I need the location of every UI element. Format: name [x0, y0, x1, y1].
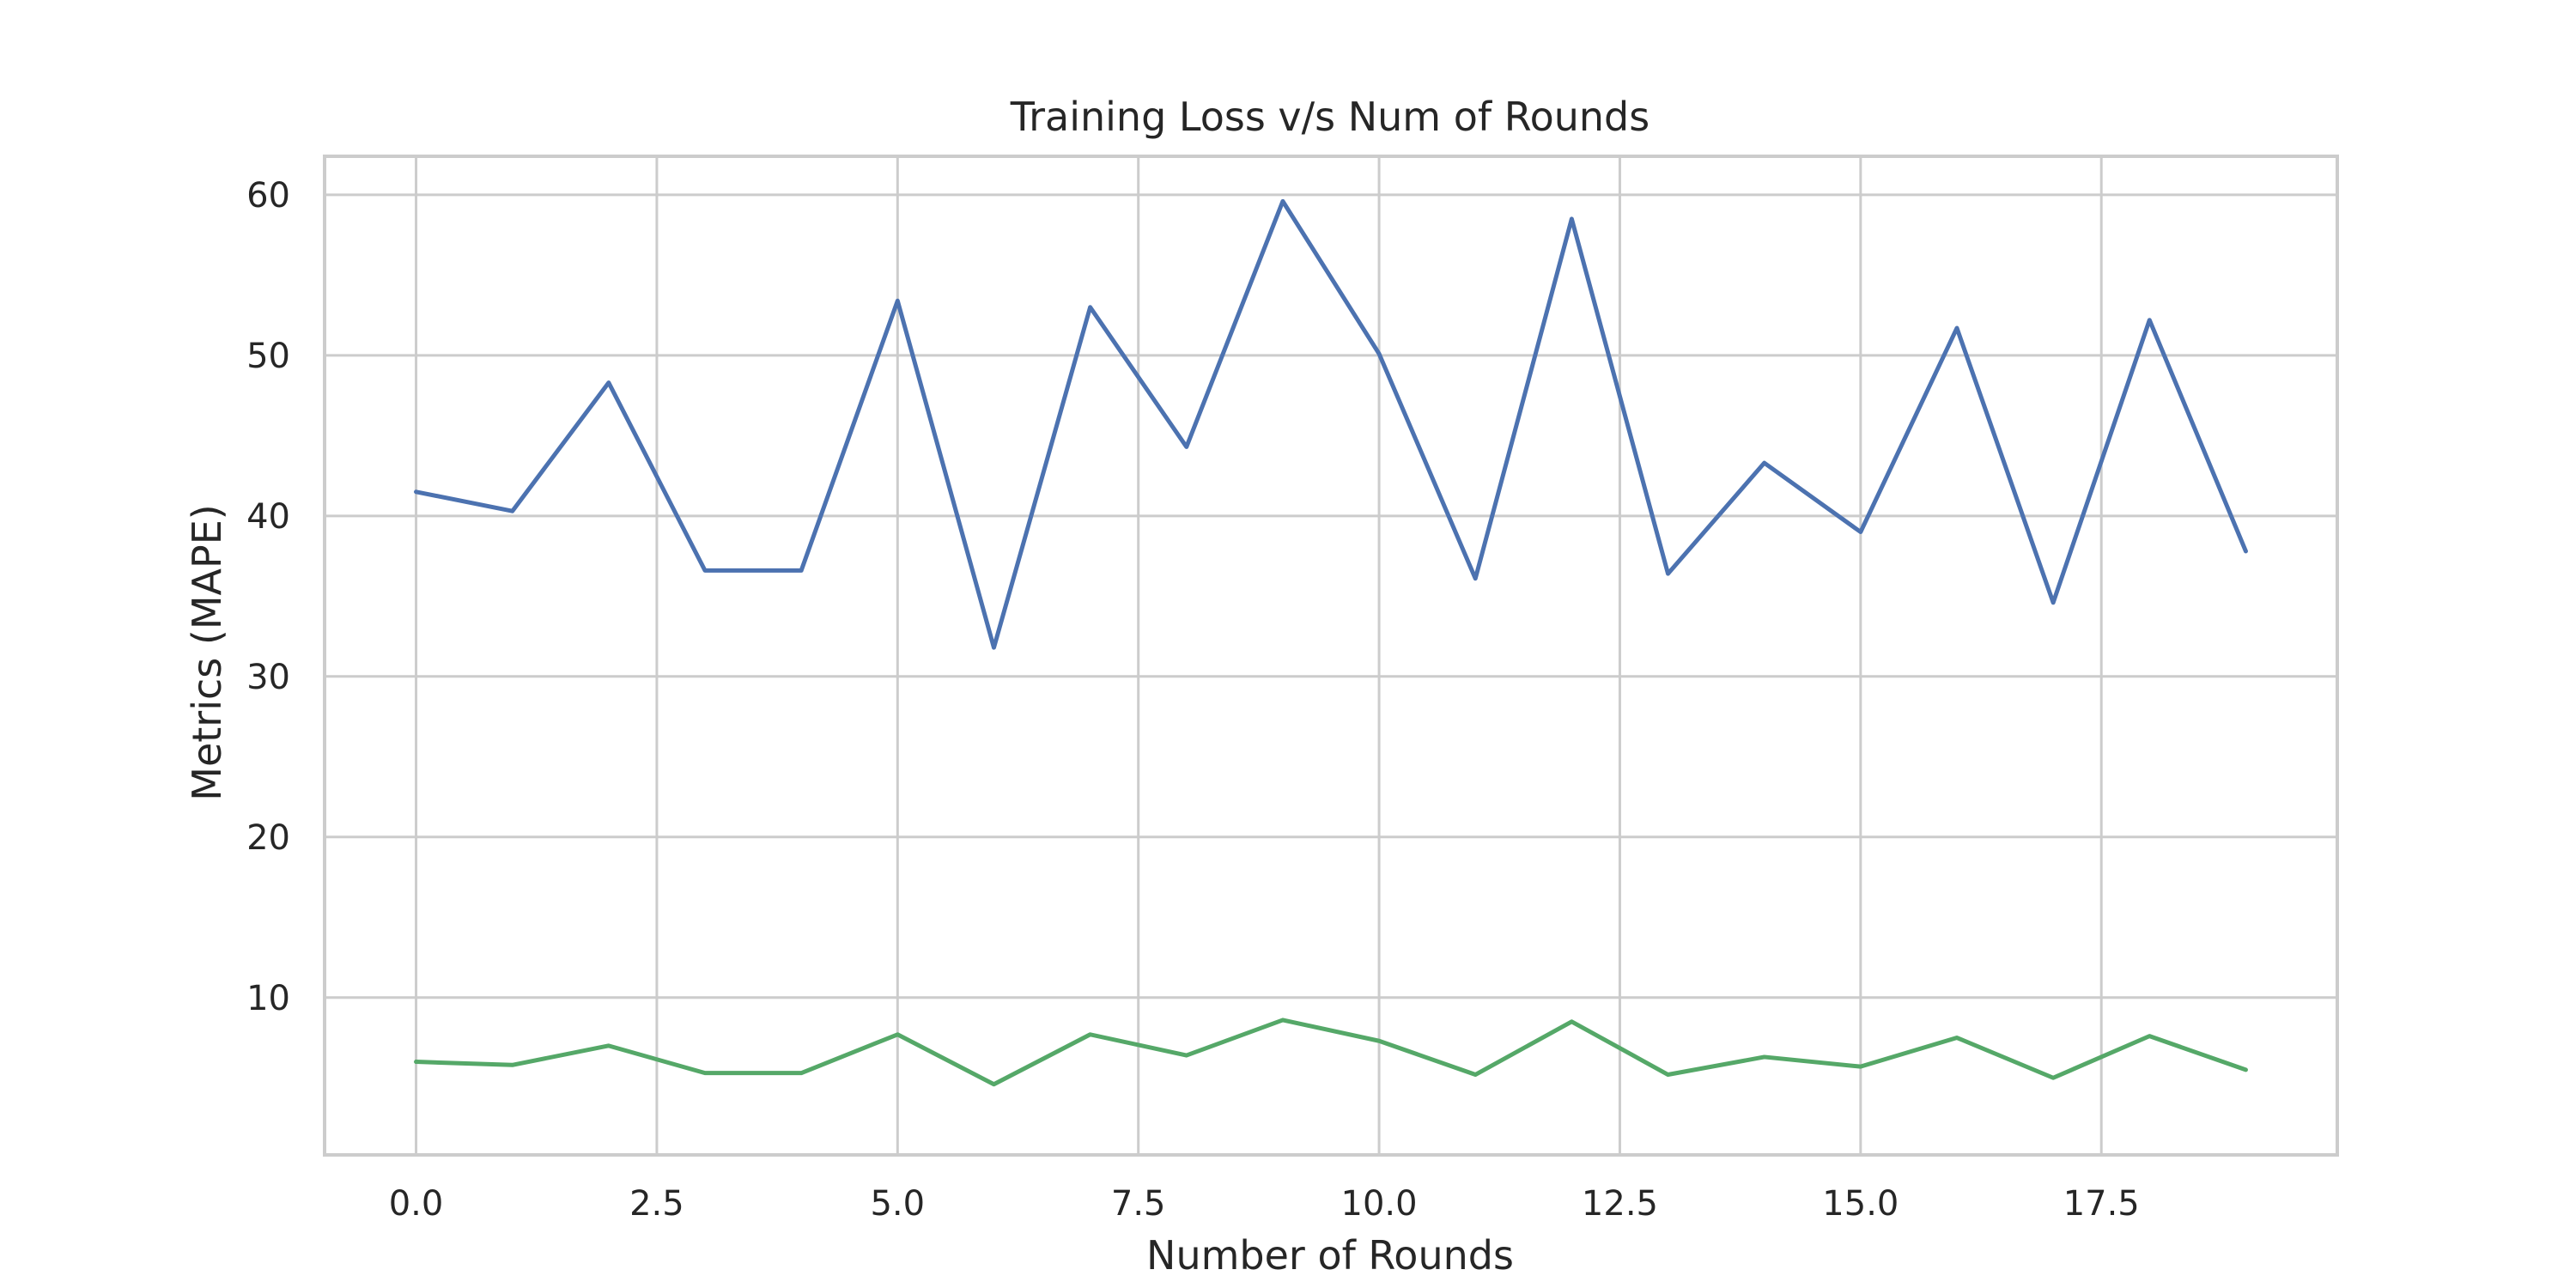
y-tick-label: 10: [246, 979, 290, 1018]
series-line-1: [414, 198, 2248, 650]
series-line-2: [414, 1018, 2248, 1087]
x-axis-label: Number of Rounds: [1146, 1232, 1514, 1279]
chart-title: Training Loss v/s Num of Rounds: [1010, 94, 1649, 140]
series-layer: [414, 198, 2248, 1087]
grid-layer: [325, 156, 2337, 1155]
x-tick-label: 2.5: [629, 1184, 684, 1224]
y-tick-label: 60: [246, 176, 290, 216]
x-tick-label: 17.5: [2063, 1184, 2140, 1224]
y-axis-label: Metrics (MAPE): [184, 504, 230, 800]
y-tick-label: 40: [246, 497, 290, 537]
x-tick-label: 12.5: [1582, 1184, 1658, 1224]
x-tick-label: 0.0: [389, 1184, 444, 1224]
y-tick-label: 20: [246, 818, 290, 858]
x-tick-label: 5.0: [870, 1184, 925, 1224]
x-tick-label: 7.5: [1111, 1184, 1166, 1224]
x-tick-label: 10.0: [1341, 1184, 1418, 1224]
tick-layer: 0.0 2.5 5.0 7.5 10.0 12.5 15.0 17.5 10 20 30 40 50 60: [246, 176, 2140, 1224]
x-tick-label: 15.0: [1822, 1184, 1899, 1224]
y-tick-label: 50: [246, 337, 290, 376]
plot-frame: [323, 155, 2339, 1157]
y-tick-label: 30: [246, 658, 290, 697]
